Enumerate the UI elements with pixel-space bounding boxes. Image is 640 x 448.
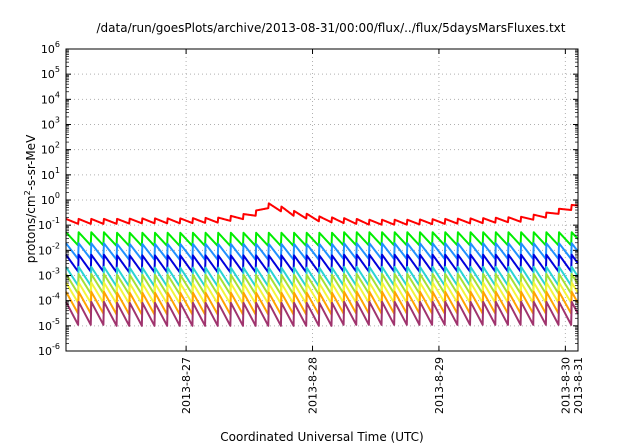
y-tick-label-base: 10 bbox=[41, 43, 55, 56]
y-tick-label-exp: 4 bbox=[55, 90, 60, 99]
y-tick-label-base: 10 bbox=[41, 119, 55, 132]
series-line bbox=[65, 265, 579, 288]
y-tick-label-exp: -4 bbox=[52, 292, 60, 301]
y-tick-label: 10-4 bbox=[38, 292, 60, 308]
series-line bbox=[65, 290, 579, 316]
x-axis-label: Coordinated Universal Time (UTC) bbox=[220, 430, 423, 444]
series-layer bbox=[65, 202, 579, 327]
x-tick-label: 2013-8-29 bbox=[433, 357, 446, 414]
series-line bbox=[65, 242, 579, 261]
y-tick-label-exp: -2 bbox=[52, 241, 60, 250]
y-tick-label-exp: -3 bbox=[52, 267, 60, 276]
y-tick-label: 10-1 bbox=[38, 216, 60, 232]
y-tick-label-exp: 0 bbox=[55, 191, 60, 200]
series-line bbox=[65, 231, 579, 247]
plot-frame bbox=[65, 48, 579, 352]
y-tick-label-base: 10 bbox=[38, 320, 52, 333]
y-axis-label-pre: protons/cm bbox=[24, 195, 38, 263]
series-line bbox=[65, 273, 579, 296]
y-tick-label-base: 10 bbox=[38, 270, 52, 283]
x-tick-label: 2013-8-31 bbox=[572, 357, 585, 414]
x-tick-label: 2013-8-28 bbox=[307, 357, 320, 414]
y-tick-label-exp: 3 bbox=[55, 116, 60, 125]
y-tick-label: 10-3 bbox=[38, 267, 60, 283]
y-axis-label-sup: 2 bbox=[23, 190, 32, 195]
y-tick-label: 100 bbox=[41, 191, 60, 207]
y-tick-label: 10-5 bbox=[38, 317, 60, 333]
y-tick-label-exp: -1 bbox=[52, 216, 60, 225]
y-tick-label: 106 bbox=[41, 40, 60, 56]
grid-layer bbox=[66, 49, 578, 351]
x-tick-label: 2013-8-30 bbox=[559, 357, 572, 414]
y-axis-label-post: -s-sr-MeV bbox=[24, 134, 38, 190]
y-tick-label-base: 10 bbox=[38, 345, 52, 358]
y-tick-label-base: 10 bbox=[38, 244, 52, 257]
series-line bbox=[65, 281, 579, 305]
y-tick-label: 103 bbox=[41, 116, 60, 132]
y-tick-label-exp: -6 bbox=[52, 342, 60, 351]
y-axis-label: protons/cm2-s-sr-MeV bbox=[23, 134, 38, 263]
y-tick-label-base: 10 bbox=[41, 169, 55, 182]
x-tick-label: 2013-8-27 bbox=[180, 357, 193, 414]
y-tick-label-exp: 1 bbox=[55, 166, 60, 175]
y-tick-label: 104 bbox=[41, 90, 60, 106]
series-line bbox=[65, 202, 579, 226]
y-tick-label-exp: 5 bbox=[55, 65, 60, 74]
series-line bbox=[65, 253, 579, 274]
chart-title: /data/run/goesPlots/archive/2013-08-31/0… bbox=[97, 21, 566, 35]
y-tick-label: 10-2 bbox=[38, 241, 60, 257]
y-tick-label-base: 10 bbox=[38, 295, 52, 308]
y-tick-label-base: 10 bbox=[41, 144, 55, 157]
y-tick-label: 105 bbox=[41, 65, 60, 81]
y-tick-label: 102 bbox=[41, 141, 60, 157]
y-tick-label-exp: 2 bbox=[55, 141, 60, 150]
y-tick-label-base: 10 bbox=[41, 93, 55, 106]
y-tick-label-base: 10 bbox=[41, 194, 55, 207]
y-tick-label-base: 10 bbox=[41, 68, 55, 81]
y-tick-label: 101 bbox=[41, 166, 60, 182]
axes-layer: 10-610-510-410-310-210-11001011021031041… bbox=[38, 40, 585, 414]
series-line bbox=[65, 300, 579, 327]
y-tick-label-base: 10 bbox=[38, 219, 52, 232]
y-tick-label: 10-6 bbox=[38, 342, 60, 358]
y-tick-label-exp: 6 bbox=[55, 40, 60, 49]
y-tick-label-exp: -5 bbox=[52, 317, 60, 326]
